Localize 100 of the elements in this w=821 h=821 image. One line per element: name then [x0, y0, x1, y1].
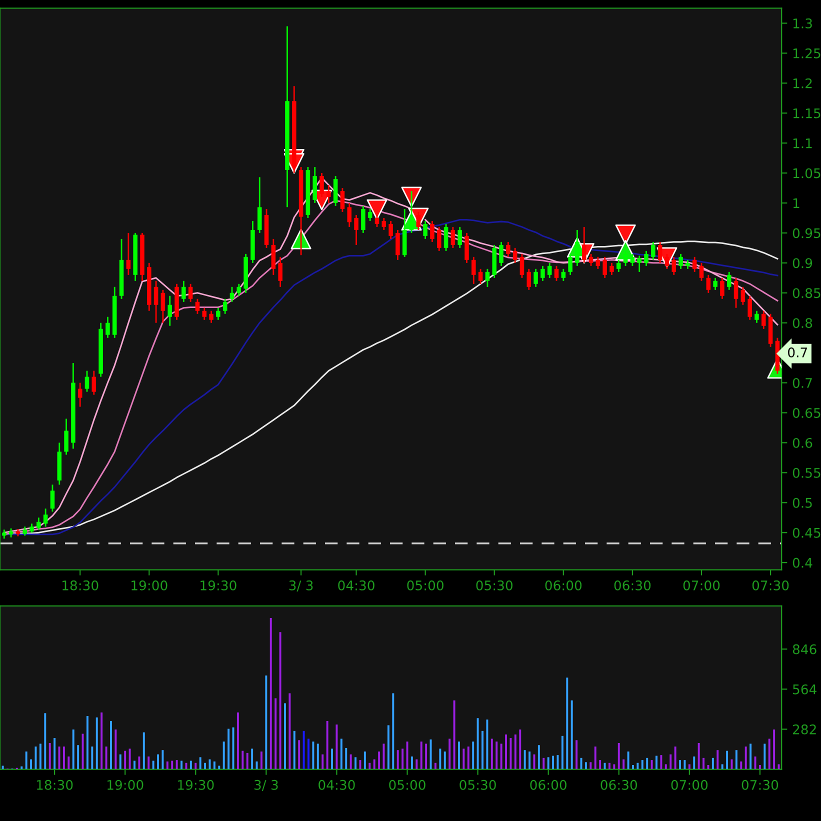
candlestick — [333, 175, 338, 207]
candlestick — [616, 259, 621, 273]
y-tick-label: 0.85 — [792, 288, 820, 298]
candlestick — [588, 253, 594, 267]
y-tick-label: 0.8 — [792, 318, 812, 328]
candlestick — [430, 220, 434, 243]
y-tick-label: 1.1 — [793, 138, 812, 148]
candlestick — [50, 484, 55, 512]
y-tick-label: 1.2 — [793, 78, 812, 88]
y-tick-label: 0.9 — [792, 258, 812, 268]
candlestick — [340, 187, 345, 213]
candlestick — [596, 256, 600, 270]
candlestick — [257, 176, 262, 234]
candlestick — [271, 238, 276, 276]
candlestick — [762, 310, 766, 330]
x-tick-label: 19:30 — [178, 780, 214, 790]
y-tick-label: 564 — [793, 684, 816, 694]
candlestick — [326, 184, 331, 204]
x-tick-label: 07:30 — [742, 780, 778, 790]
x-tick-label: 19:30 — [200, 580, 236, 590]
point — [366, 199, 388, 220]
candlestick — [312, 166, 317, 204]
candlestick — [388, 220, 393, 240]
candlestick — [416, 211, 421, 231]
candlestick — [278, 256, 282, 288]
candlestick — [478, 268, 483, 285]
candlestick — [568, 253, 572, 276]
y-tick-label: 0.95 — [792, 228, 820, 238]
candlestick — [216, 307, 220, 321]
candlestick — [222, 298, 228, 315]
x-tick-label: 06:30 — [614, 580, 651, 590]
candlestick — [623, 250, 628, 267]
x-tick-label: 06:00 — [545, 580, 582, 590]
candlestick — [630, 253, 635, 267]
candlestick — [582, 226, 586, 264]
y-tick-label: 0.45 — [792, 528, 820, 538]
candlestick — [547, 262, 552, 279]
candlestick — [506, 241, 510, 258]
x-tick-label: 07:30 — [752, 580, 789, 590]
x-tick-label: 3/ 3 — [254, 780, 278, 791]
candlestick — [64, 418, 68, 456]
candlestick — [195, 298, 200, 315]
x-tick-label: 05:00 — [407, 580, 444, 590]
candlestick — [188, 283, 193, 303]
candlestick — [561, 268, 566, 282]
candlestick — [458, 226, 462, 249]
candlestick — [168, 295, 172, 327]
candlestick — [664, 253, 670, 270]
candlestick — [43, 508, 48, 528]
candlestick — [602, 256, 607, 279]
candlestick — [209, 310, 214, 324]
candlestick — [472, 256, 476, 285]
candlestick — [658, 241, 662, 264]
y-tick-label: 1.25 — [793, 48, 820, 58]
candlestick — [202, 307, 207, 321]
candlestick — [734, 277, 738, 309]
candlestick — [699, 262, 704, 282]
candlestick — [236, 283, 242, 297]
x-tick-label: 18:30 — [62, 580, 98, 590]
candlestick — [354, 214, 358, 246]
candlestick — [36, 516, 41, 530]
candlestick — [320, 172, 324, 198]
candlestick — [678, 253, 683, 270]
y-tick-label: 0.7 — [792, 378, 812, 388]
candlestick — [444, 223, 448, 252]
candlestick — [748, 295, 752, 321]
x-tick-label: 07:00 — [671, 780, 708, 790]
x-tick-label: 06:30 — [600, 780, 638, 790]
candlestick — [754, 310, 759, 324]
candlestick — [540, 265, 545, 282]
candlestick — [526, 268, 532, 291]
x-tick-label: 04:30 — [318, 780, 355, 790]
candlestick — [230, 286, 234, 303]
candlestick — [720, 277, 724, 300]
y-tick-label: 0.55 — [792, 468, 820, 478]
x-tick-label: 19:00 — [108, 780, 144, 790]
candlestick — [84, 370, 90, 392]
x-tick-label: 05:30 — [476, 580, 512, 590]
x-tick-label: 05:30 — [460, 780, 496, 790]
candlestick — [644, 250, 648, 267]
candlestick — [534, 268, 538, 288]
y-tick-label: 0.65 — [792, 408, 820, 418]
candlestick — [160, 289, 166, 324]
x-tick-label: 04:30 — [338, 580, 374, 590]
y-tick-label: 1.3 — [793, 18, 812, 28]
x-tick-label: 05:00 — [389, 780, 426, 790]
candlestick — [520, 253, 524, 279]
candlestick — [382, 217, 386, 231]
candlestick — [92, 370, 96, 396]
candlestick — [740, 286, 746, 306]
x-tick-label: 06:00 — [530, 780, 566, 790]
y-tick-label: 1 — [793, 198, 800, 208]
candlestick — [692, 256, 697, 273]
candlestick — [436, 226, 442, 252]
candlestick — [610, 262, 614, 276]
candlestick — [485, 268, 490, 288]
candlestick — [78, 382, 82, 408]
candlestick — [396, 229, 400, 261]
y-tick-label: 0.4 — [792, 558, 812, 568]
candlestick — [409, 190, 414, 234]
